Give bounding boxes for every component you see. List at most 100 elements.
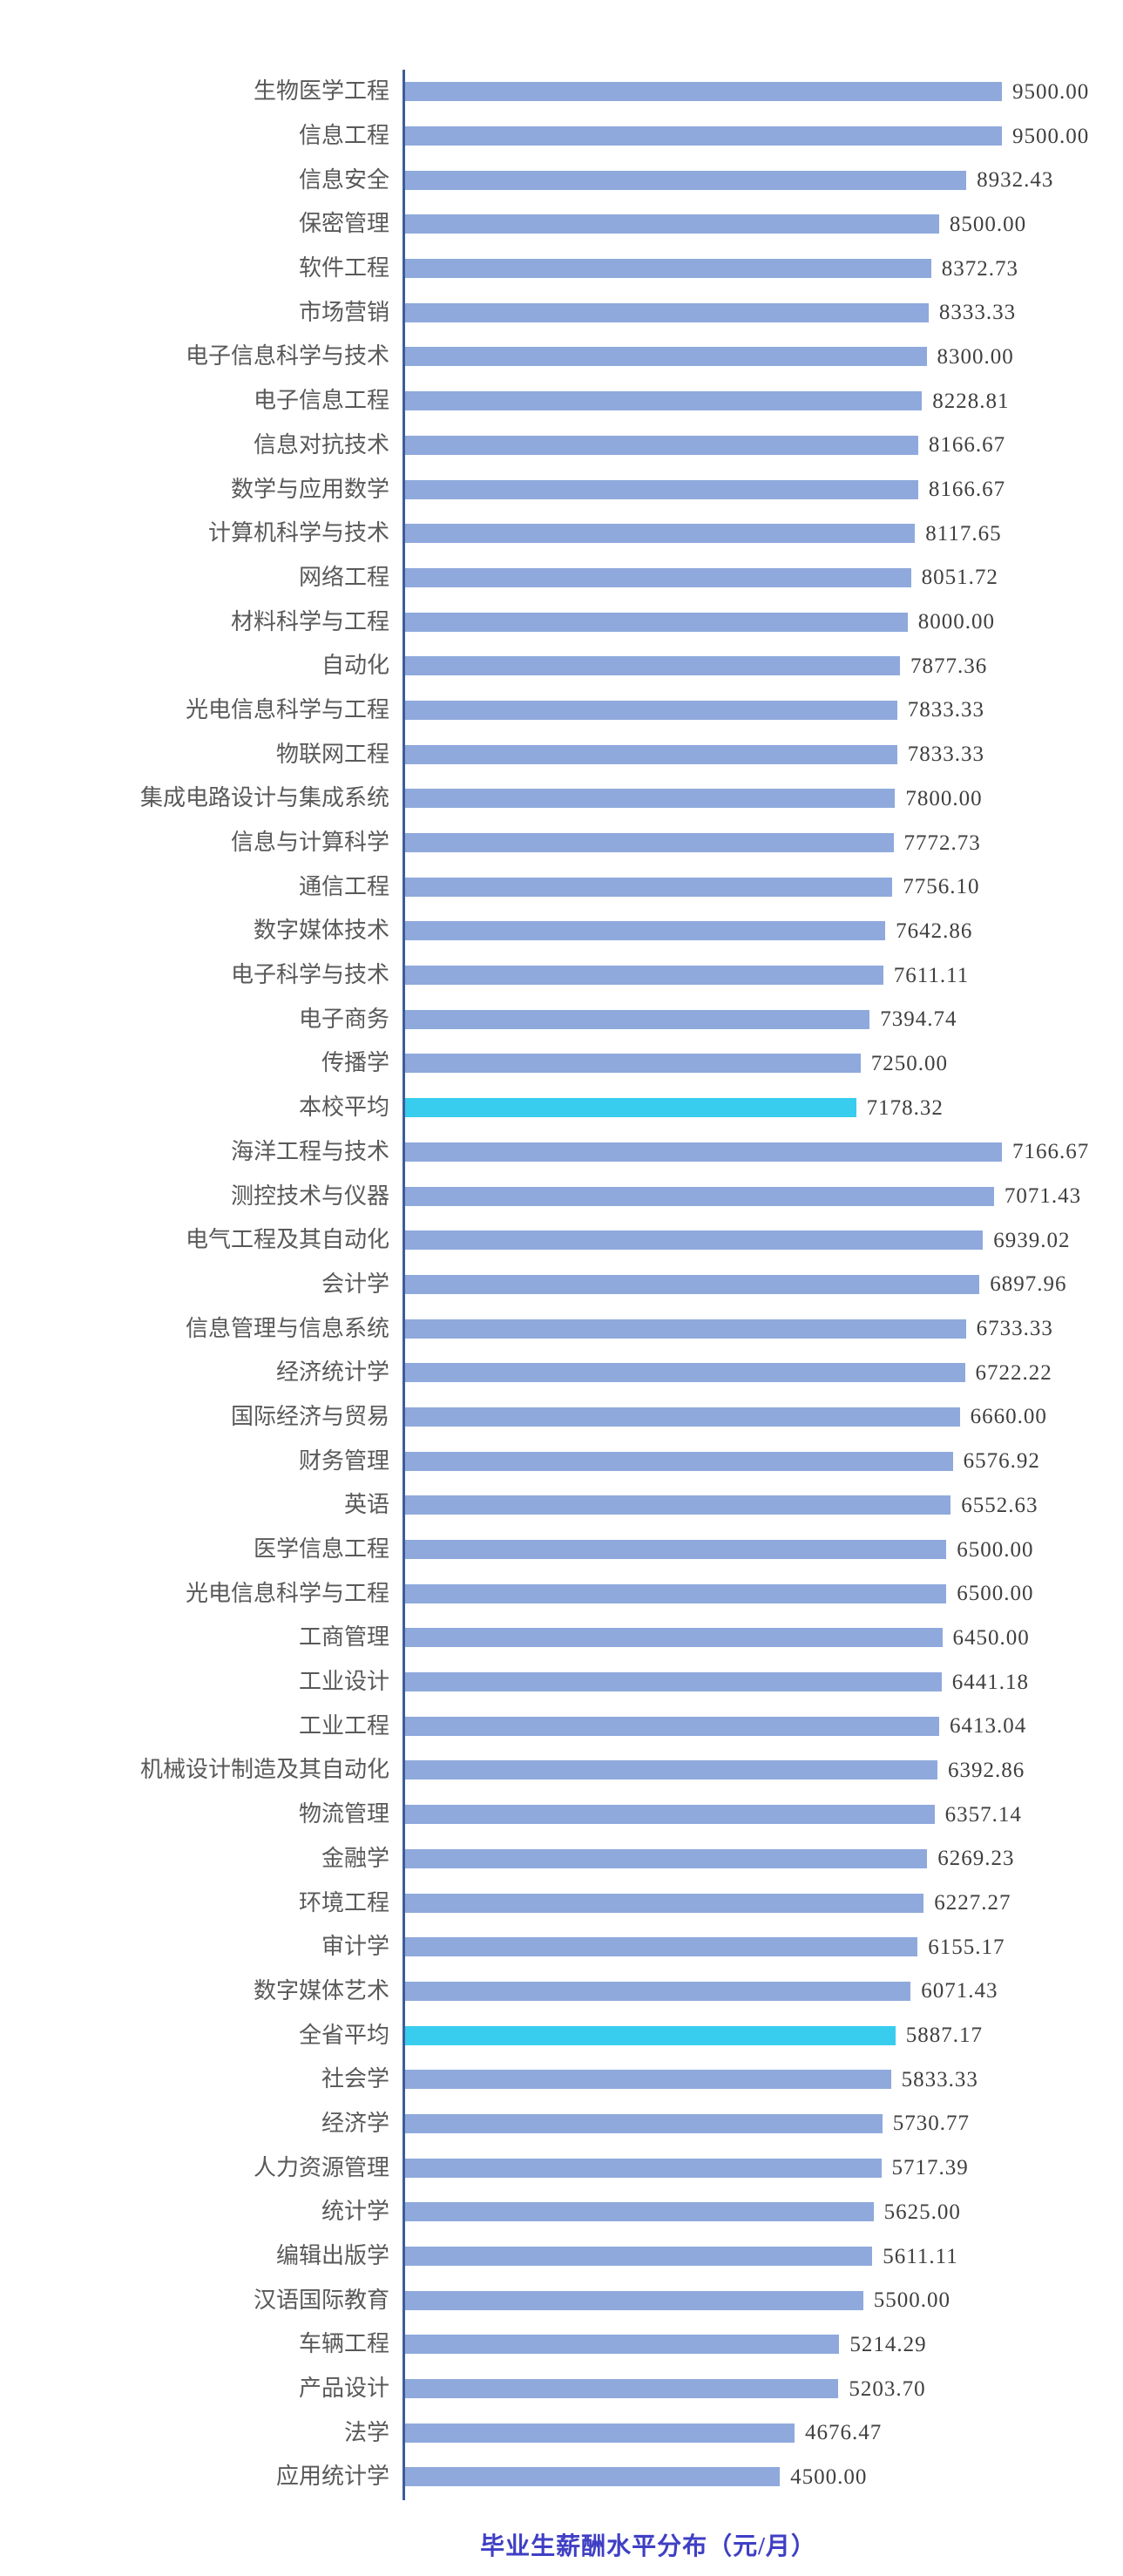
row-label: 金融学 [321, 1845, 389, 1871]
bar-area: 8932.43 [405, 158, 1053, 202]
bar [405, 1805, 935, 1825]
chart-row: 数字媒体技术 7642.86 [0, 909, 1123, 953]
chart-row: 机械设计制造及其自动化 6392.86 [0, 1748, 1123, 1793]
row-label: 人力资源管理 [253, 2154, 389, 2180]
chart-row: 信息安全 8932.43 [0, 158, 1123, 202]
chart-row: 电子商务 7394.74 [0, 997, 1123, 1041]
bar-area: 6071.43 [405, 1969, 998, 2014]
value-label: 6722.22 [975, 1360, 1052, 1385]
chart-row: 电气工程及其自动化 6939.02 [0, 1218, 1123, 1263]
bar-area: 7756.10 [405, 864, 980, 909]
bar [405, 1583, 947, 1603]
bar-area: 8333.33 [405, 290, 1016, 335]
row-label: 电子信息工程 [253, 388, 389, 414]
bar [405, 1009, 870, 1029]
bar-area: 7800.00 [405, 776, 983, 821]
bar [405, 2070, 891, 2090]
chart-row: 保密管理 8500.00 [0, 202, 1123, 247]
row-label: 本校平均 [298, 1095, 389, 1121]
chart-row: 电子科学与技术 7611.11 [0, 953, 1123, 998]
row-label: 信息与计算科学 [230, 830, 389, 856]
chart-row: 电子信息科学与技术 8300.00 [0, 335, 1123, 379]
row-label: 光电信息科学与工程 [185, 696, 389, 722]
bar [405, 1848, 928, 1868]
value-label: 6269.23 [937, 1847, 1015, 1871]
bar [405, 1495, 951, 1515]
chart-row: 车辆工程 5214.29 [0, 2322, 1123, 2367]
bar [405, 1937, 918, 1957]
value-label: 7833.33 [907, 742, 985, 767]
chart-row: 信息与计算科学 7772.73 [0, 821, 1123, 865]
row-label: 网络工程 [298, 564, 389, 590]
bar [405, 966, 883, 986]
chart-row: 信息管理与信息系统 6733.33 [0, 1306, 1123, 1351]
bar [405, 1981, 911, 2001]
value-label: 7250.00 [870, 1051, 949, 1075]
row-label: 集成电路设计与集成系统 [139, 785, 389, 811]
bar-area: 6500.00 [405, 1528, 1034, 1572]
row-label: 医学信息工程 [253, 1536, 389, 1563]
row-label: 材料科学与工程 [230, 608, 389, 634]
bar [405, 1230, 984, 1251]
row-label: 全省平均 [298, 2022, 389, 2048]
value-label: 8000.00 [917, 610, 996, 634]
chart-row: 测控技术与仪器 7071.43 [0, 1174, 1123, 1218]
value-label: 5611.11 [883, 2244, 958, 2268]
category-axis-line [403, 70, 405, 2500]
value-label: 8500.00 [949, 212, 1027, 236]
bar [405, 1319, 966, 1339]
bar-area: 6552.63 [405, 1483, 1038, 1528]
value-label: 6357.14 [944, 1802, 1022, 1827]
bar-area: 8166.67 [405, 424, 1005, 468]
bar-area: 7071.43 [405, 1174, 1081, 1218]
row-label: 电子商务 [298, 1006, 389, 1032]
bar-area: 8300.00 [405, 335, 1014, 379]
bar [405, 2379, 839, 2399]
chart-row: 会计学 6897.96 [0, 1263, 1123, 1307]
bar [405, 567, 911, 587]
bar-area: 6155.17 [405, 1925, 1005, 1969]
bar-area: 9500.00 [405, 114, 1089, 159]
chart-row: 材料科学与工程 8000.00 [0, 600, 1123, 644]
bar-area: 6660.00 [405, 1395, 1047, 1440]
value-label: 7394.74 [880, 1007, 957, 1032]
bar [405, 2247, 873, 2267]
bar [405, 2335, 840, 2355]
bar-area: 6413.04 [405, 1704, 1026, 1748]
bar [405, 1142, 1002, 1162]
bar [405, 435, 918, 455]
value-label: 6897.96 [990, 1272, 1067, 1297]
chart-row: 财务管理 6576.92 [0, 1439, 1123, 1483]
bar-area: 6227.27 [405, 1881, 1011, 1925]
bar [405, 391, 923, 411]
bar-area: 8372.73 [405, 247, 1018, 291]
bar-area: 5203.70 [405, 2367, 926, 2411]
chart-row: 统计学 5625.00 [0, 2190, 1123, 2234]
chart-row: 应用统计学 4500.00 [0, 2455, 1123, 2499]
value-label: 4500.00 [790, 2464, 868, 2489]
chart-row: 传播学 7250.00 [0, 1041, 1123, 1086]
row-label: 车辆工程 [298, 2331, 389, 2357]
row-label: 社会学 [321, 2066, 389, 2092]
row-label: 信息管理与信息系统 [185, 1315, 389, 1341]
bar [405, 347, 927, 367]
bar-area: 5214.29 [405, 2322, 927, 2367]
chart-row: 数学与应用数学 8166.67 [0, 467, 1123, 512]
chart-row: 工业设计 6441.18 [0, 1660, 1123, 1705]
bar-area: 7394.74 [405, 997, 957, 1041]
chart-row: 市场营销 8333.33 [0, 290, 1123, 335]
bar [405, 877, 893, 897]
row-label: 产品设计 [298, 2376, 389, 2402]
row-label: 信息对抗技术 [253, 431, 389, 458]
row-label: 数学与应用数学 [230, 476, 389, 502]
chart-row: 医学信息工程 6500.00 [0, 1528, 1123, 1572]
bar [405, 82, 1002, 102]
bar-area: 7250.00 [405, 1041, 948, 1086]
row-label: 海洋工程与技术 [230, 1138, 389, 1164]
value-label: 6413.04 [950, 1714, 1027, 1739]
value-label: 6939.02 [993, 1228, 1071, 1252]
bar-area: 7833.33 [405, 688, 984, 733]
value-label: 5500.00 [873, 2288, 950, 2313]
chart-row: 自动化 7877.36 [0, 644, 1123, 688]
plot-area: 生物医学工程 9500.00 信息工程 9500.00 信息安全 8932.43 保密管理 8… [0, 70, 1123, 2499]
